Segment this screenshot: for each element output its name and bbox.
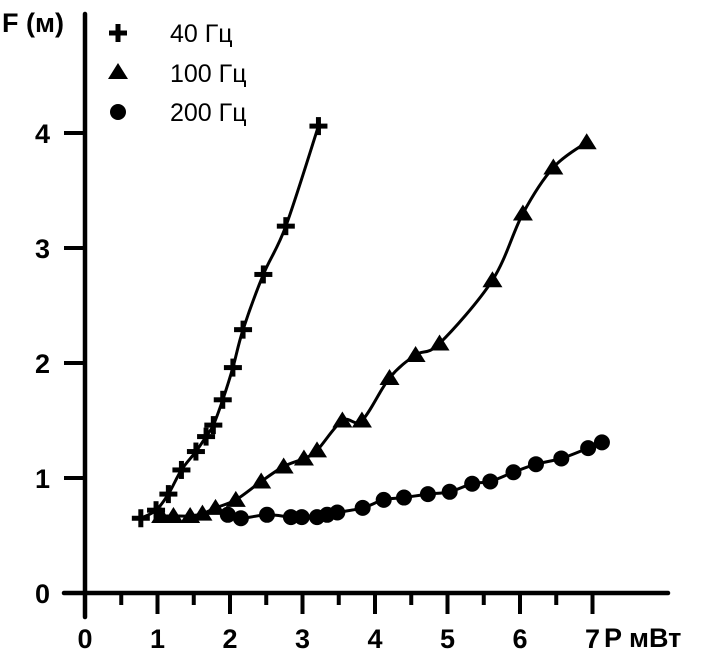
data-point-40hz bbox=[186, 442, 205, 461]
data-point-200hz bbox=[219, 506, 236, 523]
data-point-200hz bbox=[482, 473, 499, 490]
data-point-40hz bbox=[197, 427, 216, 446]
data-point-100hz bbox=[351, 411, 372, 428]
data-point-200hz bbox=[354, 499, 371, 516]
data-point-200hz bbox=[258, 506, 275, 523]
data-point-40hz bbox=[234, 320, 253, 339]
data-point-200hz bbox=[527, 456, 544, 473]
plus-bar bbox=[230, 358, 236, 377]
legend-marker-200hz bbox=[110, 104, 126, 120]
y-tick-label: 3 bbox=[35, 234, 50, 264]
data-point-100hz bbox=[163, 506, 184, 523]
plus-bar bbox=[115, 24, 121, 42]
x-tick-label: 5 bbox=[440, 624, 455, 654]
legend: 40 Гц 100 Гц 200 Гц bbox=[108, 20, 247, 127]
data-point-200hz bbox=[505, 464, 522, 481]
legend-label-40hz: 40 Гц bbox=[170, 20, 233, 48]
data-point-200hz bbox=[553, 450, 570, 467]
data-point-40hz bbox=[172, 460, 191, 479]
plus-bar bbox=[260, 265, 266, 284]
plus-bar bbox=[203, 427, 209, 446]
x-tick-label: 7 bbox=[585, 624, 600, 654]
data-point-40hz bbox=[309, 117, 328, 136]
data-point-100hz bbox=[482, 271, 503, 288]
plus-bar bbox=[220, 390, 226, 409]
legend-label-200hz: 200 Гц bbox=[170, 99, 247, 127]
data-point-100hz bbox=[512, 204, 533, 221]
data-point-200hz bbox=[593, 434, 610, 451]
series-line-200hz bbox=[227, 440, 603, 520]
data-point-40hz bbox=[159, 485, 178, 504]
data-point-200hz bbox=[464, 475, 481, 492]
data-point-100hz bbox=[225, 490, 246, 507]
legend-marker-100hz bbox=[108, 63, 128, 79]
x-tick-label: 3 bbox=[295, 624, 310, 654]
data-point-40hz bbox=[131, 509, 150, 528]
data-point-40hz bbox=[147, 501, 166, 520]
data-point-100hz bbox=[205, 498, 226, 515]
data-point-200hz bbox=[293, 509, 310, 526]
plus-bar bbox=[240, 320, 246, 339]
data-point-200hz bbox=[396, 489, 412, 506]
legend-label-100hz: 100 Гц bbox=[170, 60, 247, 88]
series-line-40hz bbox=[140, 125, 320, 520]
x-tick-label: 0 bbox=[77, 624, 92, 654]
y-tick-label: 4 bbox=[35, 119, 50, 149]
data-point-100hz bbox=[307, 441, 327, 458]
y-tick-label: 2 bbox=[35, 349, 50, 379]
x-tick-label: 4 bbox=[367, 624, 382, 654]
plus-bar bbox=[193, 442, 199, 461]
plus-bar bbox=[178, 460, 184, 479]
data-point-200hz bbox=[419, 486, 436, 503]
series-line-100hz bbox=[161, 140, 588, 518]
data-point-40hz bbox=[254, 265, 273, 284]
x-tick-label: 2 bbox=[222, 624, 237, 654]
data-point-40hz bbox=[204, 416, 223, 435]
y-tick-label: 0 bbox=[35, 579, 50, 609]
data-point-100hz bbox=[332, 411, 353, 428]
data-point-200hz bbox=[232, 510, 249, 527]
x-tick-label: 6 bbox=[512, 624, 527, 654]
legend-marker-40hz bbox=[109, 24, 127, 42]
data-point-200hz bbox=[580, 440, 597, 457]
plus-bar bbox=[153, 501, 159, 520]
data-point-200hz bbox=[329, 504, 346, 521]
y-axis-label: F (м) bbox=[2, 8, 64, 38]
y-tick-label: 1 bbox=[35, 464, 50, 494]
data-point-100hz bbox=[293, 449, 314, 466]
data-point-100hz bbox=[429, 334, 450, 351]
data-point-100hz bbox=[543, 158, 564, 175]
plus-bar bbox=[210, 416, 216, 435]
plus-bar bbox=[165, 485, 171, 504]
plus-bar bbox=[283, 217, 289, 236]
data-point-100hz bbox=[576, 133, 597, 150]
data-point-40hz bbox=[223, 358, 242, 377]
data-point-100hz bbox=[273, 457, 294, 474]
data-point-200hz bbox=[441, 483, 458, 500]
plus-bar bbox=[315, 117, 321, 136]
data-point-200hz bbox=[375, 491, 392, 508]
data-point-100hz bbox=[405, 345, 426, 362]
data-point-100hz bbox=[192, 504, 213, 521]
x-axis-label: P мВт bbox=[604, 623, 681, 653]
data-point-100hz bbox=[379, 368, 400, 385]
data-point-40hz bbox=[276, 217, 295, 236]
plus-bar bbox=[138, 509, 144, 528]
data-point-40hz bbox=[213, 390, 232, 409]
data-point-100hz bbox=[251, 472, 272, 489]
x-tick-label: 1 bbox=[150, 624, 165, 654]
